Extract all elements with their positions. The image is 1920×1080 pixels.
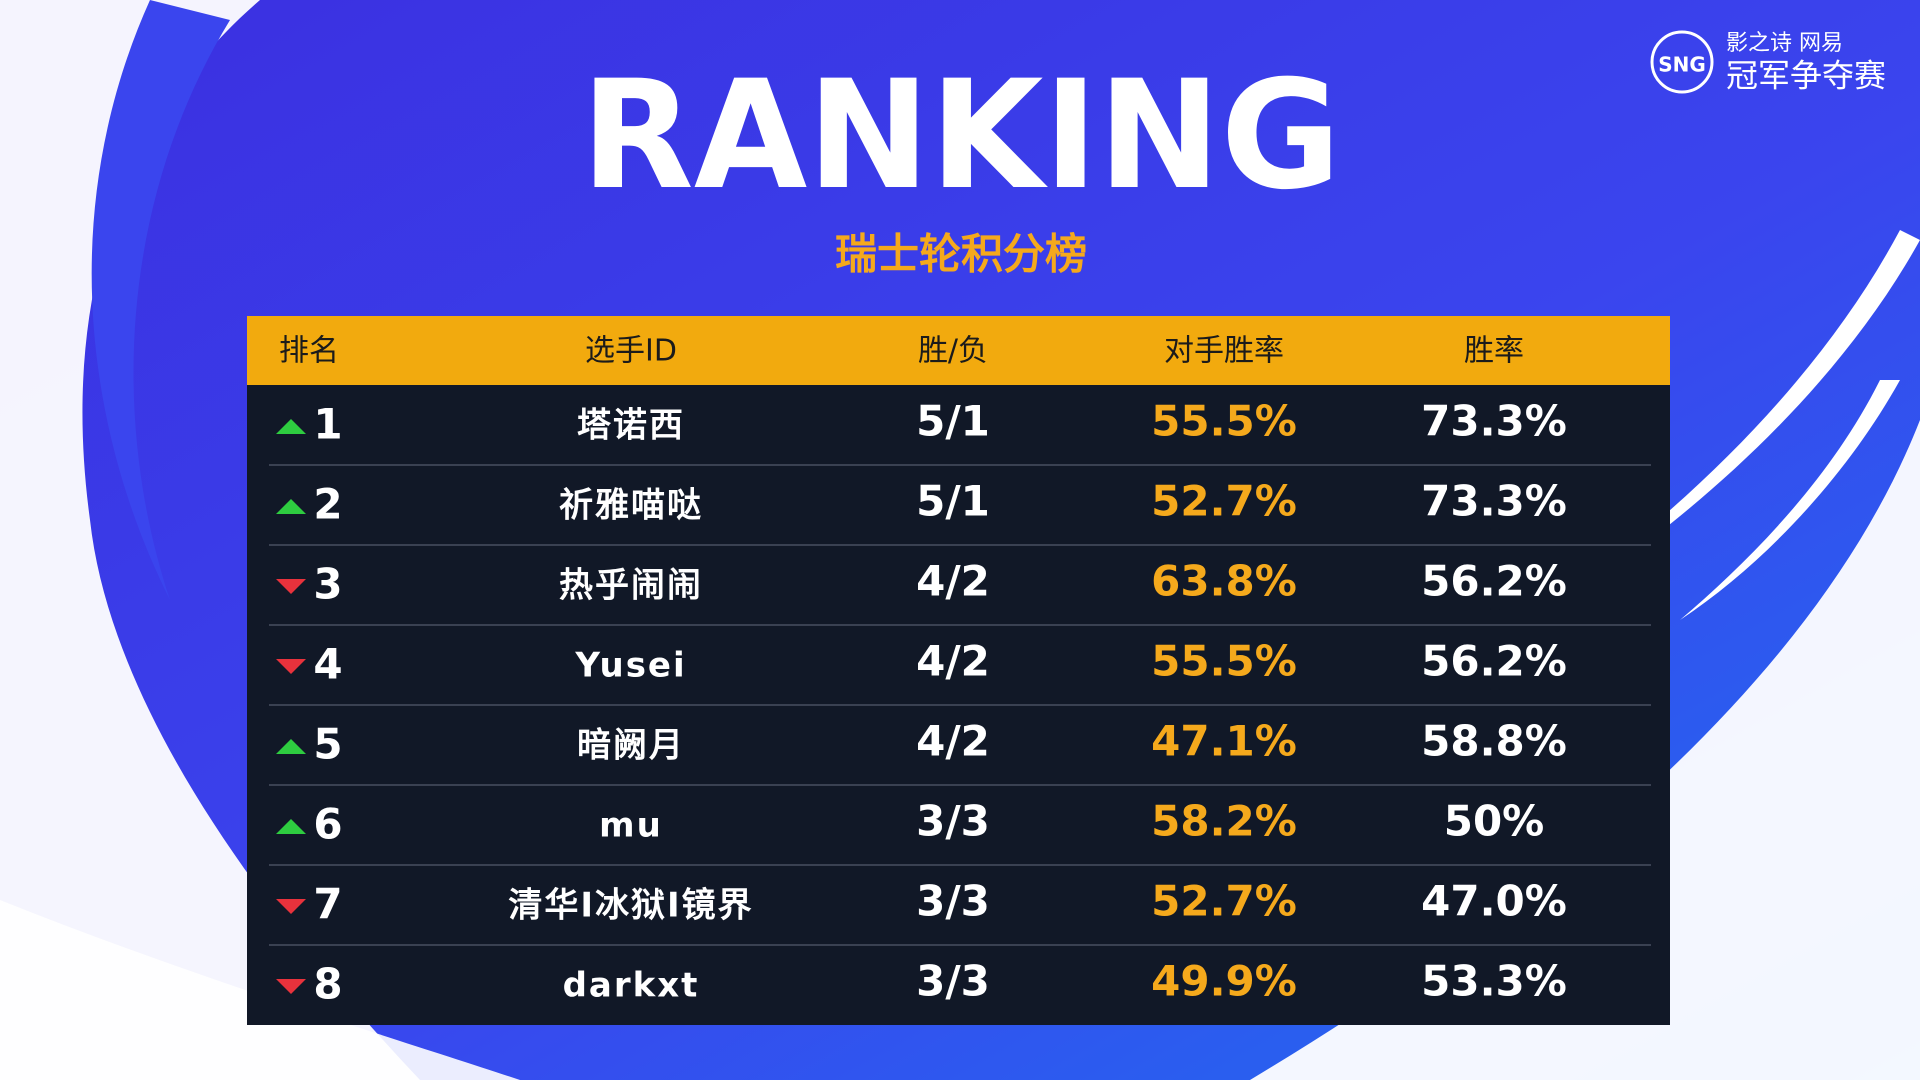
- trend-down: [276, 979, 306, 994]
- opponent-win-rate: 63.8%: [1151, 557, 1297, 606]
- player-id: 暗阙月: [577, 726, 685, 766]
- trend-down: [276, 899, 306, 914]
- opponent-win-rate: 47.1%: [1151, 717, 1297, 766]
- record: 3/3: [916, 797, 990, 846]
- record: 4/2: [916, 557, 990, 606]
- logo-line1: 影之诗 网易: [1726, 31, 1843, 56]
- player-id: 塔诺西: [577, 406, 685, 446]
- logo-line2: 冠军争夺赛: [1726, 57, 1886, 95]
- column-header: 选手ID: [585, 334, 677, 369]
- record: 5/1: [916, 397, 990, 446]
- swirl-right-streak: [1500, 230, 1920, 640]
- win-rate: 56.2%: [1421, 637, 1567, 686]
- swirl-left-cut: [91, 0, 230, 600]
- subtitle: 瑞士轮积分榜: [835, 230, 1087, 279]
- win-rate: 73.3%: [1421, 397, 1567, 446]
- win-rate: 73.3%: [1421, 477, 1567, 526]
- trend-up: [276, 819, 306, 834]
- rank: 8: [313, 960, 342, 1009]
- column-header: 胜率: [1464, 334, 1524, 369]
- title: RANKING: [581, 49, 1341, 223]
- opponent-win-rate: 58.2%: [1151, 797, 1297, 846]
- opponent-win-rate: 52.7%: [1151, 877, 1297, 926]
- trend-down: [276, 579, 306, 594]
- trend-up: [276, 419, 306, 434]
- record: 3/3: [916, 877, 990, 926]
- record: 4/2: [916, 637, 990, 686]
- trend-down: [276, 659, 306, 674]
- player-id: 热乎闹闹: [559, 566, 703, 606]
- opponent-win-rate: 49.9%: [1151, 957, 1297, 1006]
- swirl-right: [1250, 420, 1920, 1080]
- rank: 5: [313, 720, 342, 769]
- rank: 7: [313, 880, 342, 929]
- opponent-win-rate: 55.5%: [1151, 397, 1297, 446]
- opponent-win-rate: 55.5%: [1151, 637, 1297, 686]
- win-rate: 58.8%: [1421, 717, 1567, 766]
- win-rate: 53.3%: [1421, 957, 1567, 1006]
- logo: SNG 影之诗 网易 冠军争夺赛: [1650, 30, 1886, 95]
- logo-emblem-ring: [1650, 30, 1714, 94]
- rank: 3: [313, 560, 342, 609]
- logo-emblem: SNG: [1658, 53, 1706, 77]
- record: 4/2: [916, 717, 990, 766]
- rank: 4: [313, 640, 342, 689]
- player-id: 祈雅喵哒: [559, 486, 703, 526]
- column-header: 对手胜率: [1164, 334, 1284, 369]
- rank: 6: [313, 800, 342, 849]
- win-rate: 56.2%: [1421, 557, 1567, 606]
- trend-up: [276, 739, 306, 754]
- player-id: 清华I冰狱I镜界: [508, 886, 753, 926]
- opponent-win-rate: 52.7%: [1151, 477, 1297, 526]
- win-rate: 50%: [1444, 797, 1545, 846]
- player-id: Yusei: [574, 646, 686, 686]
- swirl-bottom: [0, 900, 520, 1080]
- swirl-left: [0, 0, 420, 1080]
- swirl-right-streak2: [1680, 380, 1900, 620]
- table: 排名 选手ID 胜/负 对手胜率 胜率 1 塔诺西 5/1 55.5% 73.3% 2 祈雅喵哒 5/1…: [269, 334, 1651, 1009]
- rank: 2: [313, 480, 342, 529]
- record: 3/3: [916, 957, 990, 1006]
- player-id: darkxt: [563, 966, 700, 1006]
- trend-up: [276, 499, 306, 514]
- player-id: mu: [599, 806, 663, 846]
- rank: 1: [313, 400, 342, 449]
- win-rate: 47.0%: [1421, 877, 1567, 926]
- table-header: [247, 316, 1670, 385]
- record: 5/1: [916, 477, 990, 526]
- column-header: 胜/负: [918, 334, 988, 369]
- column-header: 排名: [279, 334, 339, 369]
